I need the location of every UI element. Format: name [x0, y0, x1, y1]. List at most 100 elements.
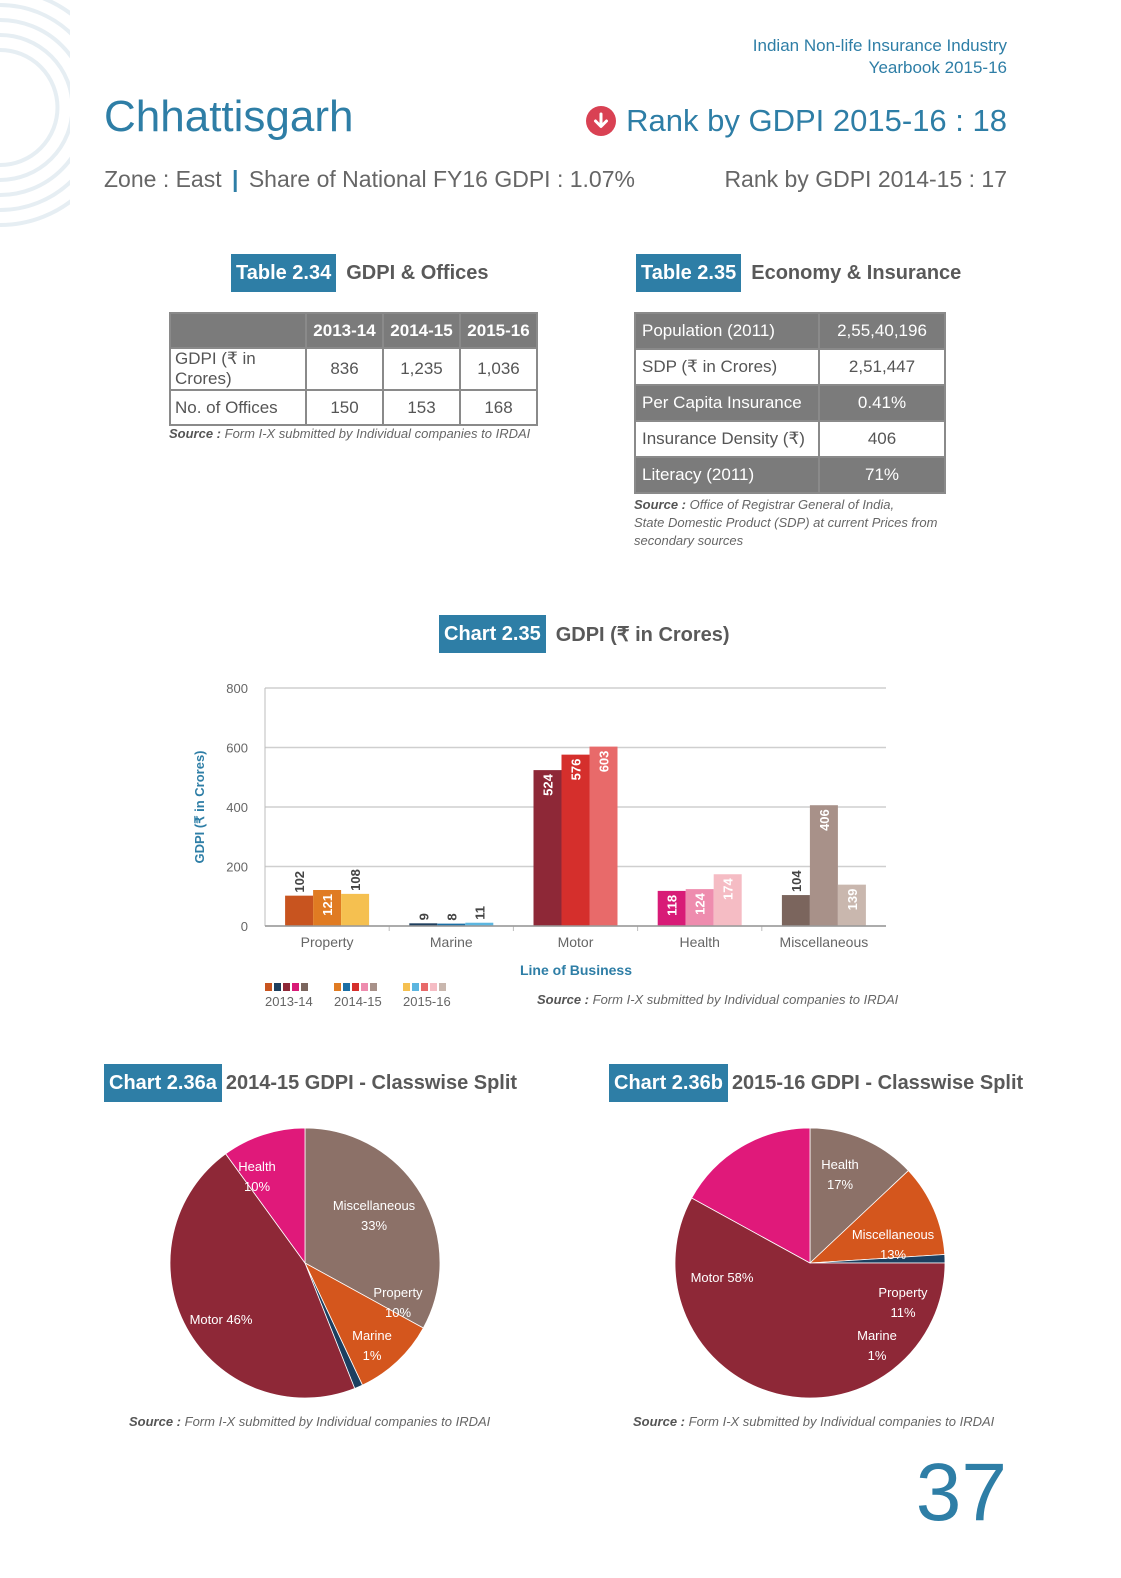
slice-name-label: Miscellaneous: [852, 1227, 935, 1242]
slice-name-label: Health: [821, 1157, 859, 1172]
table-2-35-source: Source : Office of Registrar General of …: [634, 496, 937, 550]
legend-swatch: [412, 983, 419, 991]
zone-line: Zone : East | Share of National FY16 GDP…: [104, 166, 635, 193]
bar: [781, 895, 810, 926]
slice-label: Motor 58%: [691, 1270, 754, 1285]
legend-label: 2015-16: [403, 994, 451, 1009]
row-label: Literacy (2011): [634, 456, 820, 494]
x-tick-label: Motor: [558, 934, 594, 950]
legend-swatch: [301, 983, 308, 991]
rank-current: Rank by GDPI 2015-16 : 18: [586, 103, 1007, 139]
table-row: Literacy (2011) 71%: [634, 456, 946, 494]
gdpi-share: Share of National FY16 GDPI : 1.07%: [248, 166, 635, 192]
legend-swatch: [283, 983, 290, 991]
source-label: Source :: [537, 992, 590, 1007]
state-name: Chhattisgarh: [104, 92, 354, 141]
chart-tag: Chart 2.36a: [104, 1064, 222, 1102]
table-row: SDP (₹ in Crores) 2,51,447: [634, 348, 946, 386]
slice-name-label: Health: [238, 1159, 276, 1174]
column-header: [169, 312, 307, 349]
table-cell: 168: [459, 389, 538, 426]
bar: [589, 746, 618, 926]
data-label: 121: [320, 894, 335, 916]
slice-percent-label: 17%: [827, 1177, 853, 1192]
chart-2-36a-title: Chart 2.36a 2014-15 GDPI - Classwise Spl…: [104, 1064, 517, 1102]
data-label: 9: [416, 913, 431, 920]
x-axis-label: Line of Business: [520, 962, 632, 978]
source-text-line-2: State Domestic Product (SDP) at current …: [634, 515, 938, 530]
y-tick-label: 600: [226, 741, 248, 756]
legend-swatches: [403, 983, 451, 991]
slice-name-label: Marine: [857, 1328, 897, 1343]
bar: [809, 805, 838, 926]
data-label: 118: [665, 895, 680, 916]
pie-slice: [169, 1153, 356, 1399]
bar: [657, 890, 686, 926]
legend-swatch: [439, 983, 446, 991]
table-cell: 150: [305, 389, 384, 426]
slice-label: Motor 46%: [190, 1312, 253, 1327]
publication-line-1: Indian Non-life Insurance Industry: [752, 36, 1007, 55]
pie-slice: [809, 1127, 909, 1264]
data-label: 524: [541, 773, 556, 795]
table-row: Per Capita Insurance 0.41%: [634, 384, 946, 422]
table-cell: 1,036: [459, 347, 538, 391]
row-label: Per Capita Insurance: [634, 384, 820, 422]
chart-tag: Chart 2.35: [439, 615, 546, 653]
x-tick-label: Health: [679, 934, 719, 950]
legend-swatch: [421, 983, 428, 991]
data-label: 11: [472, 906, 487, 920]
zone-separator: |: [232, 166, 239, 192]
page-number: 37: [915, 1447, 1007, 1538]
data-label: 108: [348, 869, 363, 891]
table-title: Economy & Insurance: [751, 261, 962, 284]
slice-percent-label: 1%: [868, 1348, 887, 1363]
bar: [313, 890, 342, 926]
slice-percent-label: 1%: [363, 1348, 382, 1363]
slice-percent-label: 10%: [385, 1305, 411, 1320]
pie-slice: [225, 1127, 306, 1265]
column-header: 2014-15: [382, 312, 461, 349]
pie-group: Miscellaneous 13% Property 11% Marine 1% Motor…: [674, 1127, 946, 1399]
zone-text: Zone : East: [104, 166, 222, 192]
bar: [837, 884, 866, 926]
legend-swatch: [403, 983, 410, 991]
bar: [465, 922, 494, 926]
row-label: No. of Offices: [169, 389, 307, 426]
legend-swatch: [361, 983, 368, 991]
data-label: 139: [845, 889, 860, 911]
slice-name-label: Property: [878, 1285, 928, 1300]
bar: [533, 770, 562, 926]
data-label: 603: [597, 751, 612, 773]
x-tick-label: Property: [301, 934, 354, 950]
table-row: Population (2011) 2,55,40,196: [634, 312, 946, 350]
table-header-row: 2013-14 2014-15 2015-16: [169, 312, 538, 349]
x-tick-label: Miscellaneous: [780, 934, 869, 950]
chart-2-36a-source: Source : Form I-X submitted by Individua…: [129, 1413, 490, 1431]
legend-label: 2014-15: [334, 994, 382, 1009]
slice-percent-label: 13%: [880, 1247, 906, 1262]
bar: [341, 893, 370, 926]
source-text: Form I-X submitted by Individual compani…: [688, 1414, 995, 1429]
data-label: 8: [444, 913, 459, 920]
chart-title: GDPI (₹ in Crores): [555, 623, 730, 646]
source-text: Form I-X submitted by Individual compani…: [592, 992, 899, 1007]
slice-name-label: Property: [373, 1285, 423, 1300]
y-tick-label: 400: [226, 800, 248, 815]
table-cell: 2,55,40,196: [818, 312, 946, 350]
source-text: Form I-X submitted by Individual compani…: [184, 1414, 491, 1429]
legend-swatch: [352, 983, 359, 991]
y-tick-label: 0: [241, 919, 248, 934]
x-tick-label: Marine: [430, 934, 473, 950]
data-label: 124: [693, 892, 708, 914]
chart-title: 2014-15 GDPI - Classwise Split: [225, 1071, 518, 1094]
chart-title: 2015-16 GDPI - Classwise Split: [731, 1071, 1024, 1094]
rank-current-text: Rank by GDPI 2015-16 : 18: [626, 103, 1007, 138]
table-2-35-title: Table 2.35 Economy & Insurance: [636, 254, 961, 292]
column-header: 2013-14: [305, 312, 384, 349]
column-header: 2015-16: [459, 312, 538, 349]
table-cell: 836: [305, 347, 384, 391]
bar: [437, 923, 466, 926]
table-cell: 153: [382, 389, 461, 426]
source-label: Source :: [129, 1414, 182, 1429]
